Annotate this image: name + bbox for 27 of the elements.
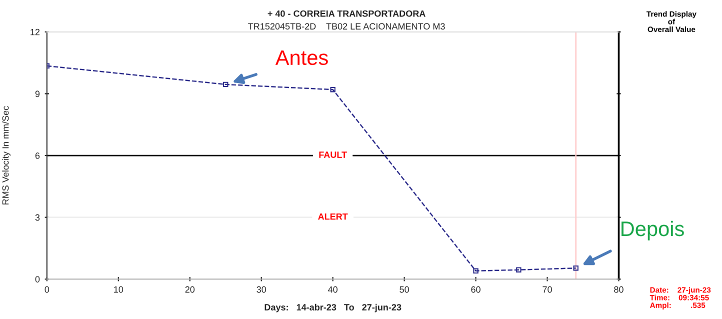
x-tick-label: 70 — [542, 286, 552, 293]
x-tick-label: 30 — [256, 286, 266, 293]
chart-subtitle: TR152045TB-2D TB02 LE ACIONAMENTO M3 — [248, 23, 445, 30]
x-tick-label: 0 — [44, 286, 50, 293]
x-axis-title: Days: 14-abr-23 To 27-jun-23 — [264, 304, 402, 312]
y-axis-title: RMS Velocity In mm/Sec — [2, 106, 10, 204]
point — [223, 82, 228, 88]
ref-line-label: FAULT — [319, 152, 347, 158]
y-tick-label: 6 — [35, 152, 40, 159]
point — [573, 266, 578, 271]
point — [516, 267, 522, 272]
annotation: Depois — [622, 220, 684, 240]
y-tick-label: 3 — [35, 214, 40, 221]
y-tick-label: 0 — [35, 276, 40, 282]
chart-title: + 40 - CORREIA TRANSPORTADORA — [268, 10, 426, 17]
x-tick-label: 60 — [471, 286, 480, 293]
y-tick-label: 9 — [35, 90, 40, 98]
x-tick-label: 20 — [185, 286, 195, 293]
annotation: Antes — [275, 50, 328, 66]
x-tick-label: 80 — [614, 286, 624, 293]
point — [330, 86, 336, 92]
x-tick-label: 10 — [114, 286, 124, 293]
x-tick-label: 50 — [400, 286, 409, 293]
point — [473, 268, 478, 274]
y-tick-label: 12 — [30, 28, 40, 36]
x-tick-label: 40 — [328, 286, 338, 293]
ref-line-label: ALERT — [318, 213, 348, 220]
